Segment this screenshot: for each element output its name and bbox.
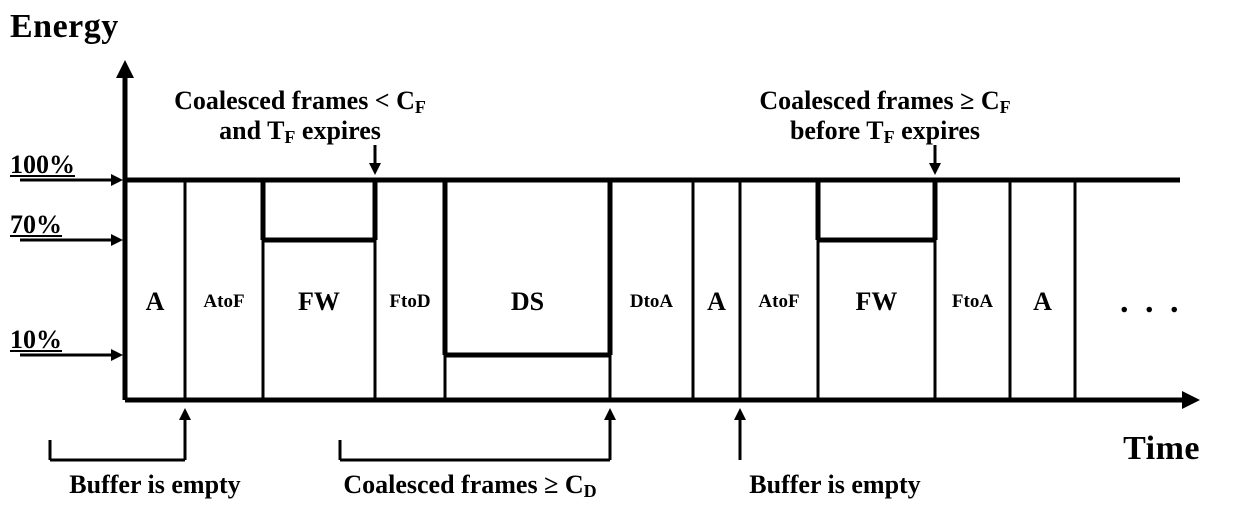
- callout-top-right: Coalesced frames ≥ CFbefore TF expires: [715, 86, 1055, 146]
- segment-label: FW: [263, 287, 375, 317]
- callout-bottom-mid: Coalesced frames ≥ CD: [310, 470, 630, 500]
- diagram-stage: EnergyTime100%70%10%AAtoFFWFtoDDSDtoAAAt…: [0, 0, 1240, 523]
- callout-bottom-right: Buffer is empty: [675, 470, 995, 500]
- callout-bottom-left: Buffer is empty: [0, 470, 315, 500]
- callout-top-left: Coalesced frames < CFand TF expires: [130, 86, 470, 146]
- diagram-svg: [0, 0, 1240, 523]
- y-axis-title: Energy: [10, 8, 119, 46]
- segment-label: A: [693, 287, 740, 317]
- y-tick-label: 10%: [10, 325, 62, 355]
- ellipsis: . . .: [1120, 283, 1183, 321]
- segment-label: FW: [818, 287, 935, 317]
- y-tick-label: 100%: [10, 150, 75, 180]
- segment-label: AtoF: [185, 291, 263, 313]
- segment-label: AtoF: [740, 291, 818, 313]
- segment-label: A: [125, 287, 185, 317]
- segment-label: FtoA: [935, 291, 1010, 313]
- segment-label: DS: [445, 287, 610, 317]
- segment-label: DtoA: [610, 291, 693, 313]
- segment-label: A: [1010, 287, 1075, 317]
- y-tick-label: 70%: [10, 210, 62, 240]
- x-axis-title: Time: [1123, 430, 1200, 468]
- segment-label: FtoD: [375, 291, 445, 313]
